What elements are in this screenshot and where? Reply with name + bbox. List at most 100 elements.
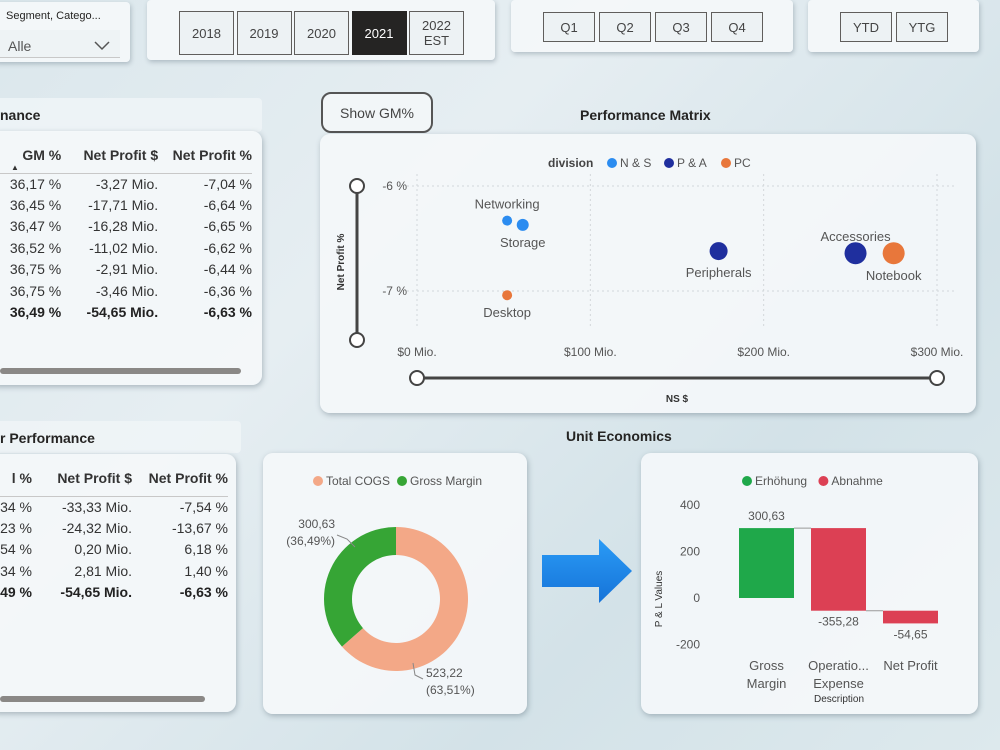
period-slicer-card: [808, 0, 979, 52]
quarter-button-q2[interactable]: Q2: [599, 12, 651, 42]
waterfall-bar-net-profit[interactable]: [883, 610, 938, 624]
y-zoom-slider-handle-bottom[interactable]: [349, 332, 365, 348]
table-cell: -7,54 %: [179, 498, 228, 515]
y-tick-label: -200: [676, 638, 700, 652]
segment-dropdown[interactable]: Alle: [0, 30, 120, 58]
table1-scrollbar[interactable]: [0, 368, 241, 374]
table-total-row: 36,49 % -54,65 Mio. -6,63 %: [0, 301, 252, 322]
legend-label-erh-hung[interactable]: Erhöhung: [755, 474, 807, 488]
table-row[interactable]: 34 % -33,33 Mio. -7,54 %: [0, 496, 228, 517]
column-header-net-profit[interactable]: Net Profit $: [61, 145, 159, 174]
table-row[interactable]: 36,47 % -16,28 Mio. -6,65 %: [0, 216, 252, 237]
year-button-2021[interactable]: 2021: [351, 11, 407, 55]
scatter-point-desktop[interactable]: [502, 290, 513, 301]
waterfall-chart: Erhöhung Abnahme 400 200 0 -200 P & L Values 30…: [654, 474, 938, 705]
table-cell: 36,17 %: [9, 175, 62, 192]
table-row[interactable]: 34 % 2,81 Mio. 1,40 %: [0, 560, 228, 581]
unit-economics-title: Unit Economics: [566, 428, 672, 444]
column-header-net-profit[interactable]: Net Profit %: [132, 468, 228, 497]
x-zoom-slider-handle-right[interactable]: [929, 370, 945, 386]
y-zoom-slider-handle-top[interactable]: [349, 178, 365, 194]
table-row[interactable]: 54 % 0,20 Mio. 6,18 %: [0, 539, 228, 560]
legend-marker-p-a: [664, 158, 674, 168]
bar-value-label: 300,63: [748, 509, 785, 523]
quarter-button-q4[interactable]: Q4: [711, 12, 763, 42]
legend-marker-n-s: [607, 158, 617, 168]
period-button-ytd[interactable]: YTD: [840, 12, 892, 42]
performance-matrix-card: division N & S P & A PC -6 % -7 % $0 Mio. $100 …: [320, 134, 976, 413]
table-row[interactable]: 36,75 % -3,46 Mio. -6,36 %: [0, 280, 252, 301]
table-row[interactable]: 23 % -24,32 Mio. -13,67 %: [0, 517, 228, 538]
y-tick-label: -6 %: [382, 179, 407, 193]
table-cell: -16,28 Mio.: [88, 218, 159, 235]
scatter-point-networking[interactable]: [502, 215, 513, 226]
point-label-peripherals: Peripherals: [686, 265, 752, 280]
x-axis-title: Description: [814, 694, 864, 705]
legend-label-p-a[interactable]: P & A: [677, 156, 707, 170]
year-button-2018[interactable]: 2018: [179, 11, 234, 55]
scatter-point-accessories[interactable]: [844, 242, 867, 265]
scatter-point-notebook[interactable]: [882, 242, 905, 265]
legend-title: division: [548, 156, 593, 170]
legend-label-n-s[interactable]: N & S: [620, 156, 651, 170]
table1-card: GM % ▲ Net Profit $ Net Profit % 36,17 % -3,2…: [0, 131, 262, 385]
waterfall-bar-operatio-expense[interactable]: [811, 528, 866, 611]
table2-scrollbar[interactable]: [0, 696, 205, 702]
x-category-label: Gross: [749, 658, 784, 673]
legend-label-gross-margin[interactable]: Gross Margin: [410, 474, 482, 488]
legend-label-pc[interactable]: PC: [734, 156, 751, 170]
table-cell: -6,62 %: [203, 239, 252, 256]
table-total-row: 49 % -54,65 Mio. -6,63 %: [0, 582, 228, 603]
table-cell: -13,67 %: [171, 520, 228, 537]
table-row[interactable]: 36,52 % -11,02 Mio. -6,62 %: [0, 237, 252, 258]
year-button-2020[interactable]: 2020: [294, 11, 349, 55]
legend-marker-erh-hung: [742, 476, 752, 486]
scatter-point-peripherals[interactable]: [709, 242, 728, 261]
table-cell: -6,44 %: [203, 261, 252, 278]
total-cell: 49 %: [0, 584, 32, 601]
waterfall-card: Erhöhung Abnahme 400 200 0 -200 P & L Values 30…: [641, 453, 978, 714]
table-cell: -11,02 Mio.: [89, 239, 159, 256]
year-button-2019[interactable]: 2019: [236, 11, 292, 55]
quarter-button-q3[interactable]: Q3: [655, 12, 707, 42]
y-axis-title: Net Profit %: [336, 234, 347, 291]
column-header-gm[interactable]: GM % ▲: [0, 145, 62, 174]
table2-title: r Performance: [0, 430, 95, 446]
quarter-button-q1[interactable]: Q1: [543, 12, 595, 42]
table-cell: 36,75 %: [9, 261, 62, 278]
total-cell: -6,63 %: [179, 584, 228, 601]
scatter-legend: division N & S P & A PC: [548, 156, 751, 170]
period-button-ytg[interactable]: YTG: [896, 12, 948, 42]
chevron-down-icon: [94, 41, 110, 51]
legend-label-total-cogs[interactable]: Total COGS: [326, 474, 390, 488]
legend-label-abnahme[interactable]: Abnahme: [831, 474, 883, 488]
y-tick-label: 200: [680, 545, 700, 559]
donut-slice-gross-margin[interactable]: [324, 527, 396, 647]
table-row[interactable]: 36,75 % -2,91 Mio. -6,44 %: [0, 259, 252, 280]
donut-percent-label: (63,51%): [426, 683, 475, 697]
total-cell: -54,65 Mio.: [60, 584, 132, 601]
x-tick-label: $0 Mio.: [397, 345, 436, 359]
y-tick-label: -7 %: [382, 284, 407, 298]
scatter-point-storage[interactable]: [516, 218, 529, 231]
performance-matrix-title: Performance Matrix: [580, 107, 711, 123]
donut-slice-total-cogs[interactable]: [341, 527, 468, 671]
table-cell: 36,47 %: [9, 218, 62, 235]
waterfall-bar-gross-margin[interactable]: [739, 528, 794, 598]
year-button-2022-est[interactable]: 2022 EST: [409, 11, 464, 55]
table-row[interactable]: 36,45 % -17,71 Mio. -6,64 %: [0, 194, 252, 215]
x-zoom-slider-handle-left[interactable]: [409, 370, 425, 386]
y-axis-title: P & L Values: [654, 571, 665, 628]
table-cell: -3,46 Mio.: [95, 282, 159, 299]
table-cell: 0,20 Mio.: [74, 541, 132, 558]
table-cell: 6,18 %: [184, 541, 228, 558]
x-axis-title: NS $: [666, 394, 689, 405]
show-gm-button[interactable]: Show GM%: [321, 92, 433, 133]
column-header-l[interactable]: l %: [0, 468, 32, 497]
donut-percent-label: (36,49%): [286, 534, 335, 548]
column-header-net-profit[interactable]: Net Profit %: [158, 145, 252, 174]
table-row[interactable]: 36,17 % -3,27 Mio. -7,04 %: [0, 173, 252, 194]
donut-card: Total COGS Gross Margin 300,63 (36,49%) 523,…: [263, 453, 527, 714]
x-tick-label: $200 Mio.: [737, 345, 790, 359]
column-header-net-profit[interactable]: Net Profit $: [32, 468, 132, 497]
